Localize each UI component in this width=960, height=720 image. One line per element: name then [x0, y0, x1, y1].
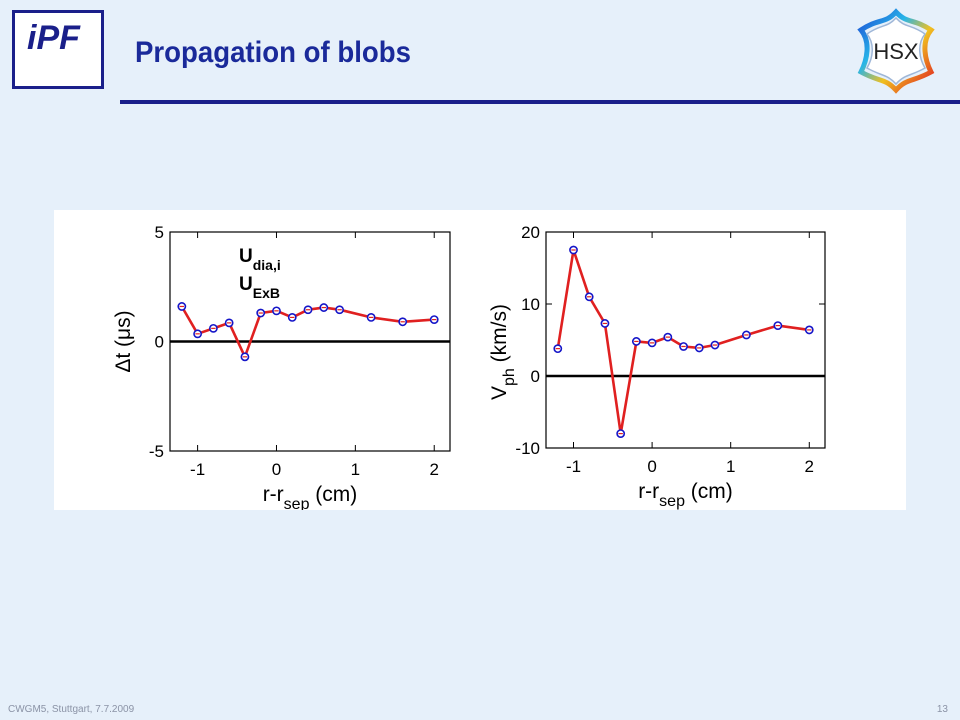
x-tick-label: 2: [805, 457, 814, 476]
y-tick-label: 5: [155, 223, 164, 242]
legend-annotation: Udia,i: [239, 246, 281, 273]
x-axis-label: r-rsep (cm): [638, 480, 733, 510]
ipf-logo-text: iPF: [27, 19, 80, 57]
plot-frame: [545, 231, 826, 449]
x-tick-label: 2: [429, 460, 438, 479]
y-tick-label: 20: [521, 223, 540, 242]
hsx-logo: HSX: [857, 8, 935, 94]
x-axis-label: r-rsep (cm): [263, 483, 358, 510]
y-tick-label: -5: [149, 442, 164, 461]
series-line: [556, 248, 810, 435]
ipf-logo: iPF: [12, 10, 104, 89]
footer-left: CWGM5, Stuttgart, 7.7.2009: [8, 704, 135, 715]
figure-panel: -1 0 1 2 -5 0 5 r-rsep (cm) Δt (μs) Udia,i UExB -1 0…: [54, 210, 906, 513]
page-title: Propagation of blobs: [135, 36, 411, 69]
x-tick-label: 1: [726, 457, 735, 476]
x-tick-label: -1: [566, 457, 581, 476]
y-tick-label: 0: [531, 367, 540, 386]
legend-annotation: UExB: [239, 274, 280, 301]
y-tick-label: -10: [515, 439, 540, 458]
x-tick-label: 1: [351, 460, 360, 479]
header-divider: [120, 100, 960, 104]
y-axis-label: Δt (μs): [112, 310, 135, 372]
y-axis-label: Vph (km/s): [488, 304, 518, 400]
x-tick-label: 0: [272, 460, 281, 479]
x-tick-label: -1: [190, 460, 205, 479]
y-tick-label: 10: [521, 295, 540, 314]
y-tick-label: 0: [155, 333, 164, 352]
slide-number: 13: [936, 704, 948, 715]
hsx-logo-text: HSX: [873, 39, 919, 64]
x-tick-label: 0: [647, 457, 656, 476]
